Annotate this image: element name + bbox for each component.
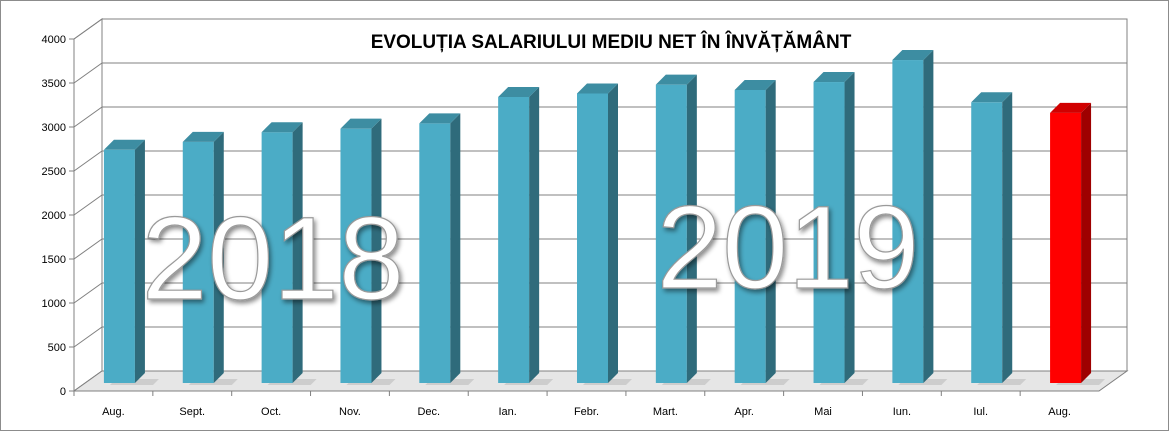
bar-top [892,50,934,61]
gridline [73,62,1127,84]
gridline [73,238,1127,260]
annotation-2018: 2018 [142,193,405,325]
bar-side [765,79,776,384]
bar-side [134,139,145,383]
bar-side [686,74,697,384]
bar-top [813,72,855,83]
bar-front [1050,112,1082,383]
y-tick-label: 2000 [42,210,66,222]
bar-front [261,132,293,383]
bar-top [182,131,224,142]
bar [971,92,1027,385]
x-tick-label: Iun. [893,406,911,418]
y-axis-ticks: 0 500 1000 1500 2000 2500 3000 3500 4000 [42,34,75,398]
bar-front [892,60,924,383]
bar-side [923,50,934,383]
y-tick-label: 3500 [42,78,66,90]
bar-side [450,113,461,384]
bar-front [340,128,372,383]
bars [103,50,1106,385]
x-tick-label: Aug. [102,406,125,418]
bar [892,50,948,385]
y-tick-label: 3000 [42,122,66,134]
x-tick-label: Mart. [653,406,678,418]
bar [261,122,317,385]
bar-top [734,79,776,90]
y-tick-label: 4000 [42,34,66,46]
bar-side [292,122,303,383]
bar [577,83,632,385]
x-tick-label: Febr. [574,406,599,418]
bar-top [498,87,540,97]
bar-front [971,102,1003,383]
gridline [73,326,1127,348]
bar-top [577,83,618,94]
bar-front [182,141,214,383]
bar-top [655,74,697,85]
gridline [73,194,1127,216]
annotation-2019: 2019 [657,182,920,314]
gridline [73,18,1127,40]
bar [419,113,475,385]
gridline [73,282,1127,304]
x-tick-label: Iul. [973,406,988,418]
bar [182,131,238,385]
bar-top [340,118,382,129]
bar-side [371,118,382,384]
bar-front [103,149,135,383]
bar-front [498,97,530,383]
y-tick-label: 1000 [42,298,66,310]
x-tick-label: Oct. [261,406,281,418]
bar-top [261,122,303,133]
bar [1050,102,1106,385]
x-tick-label: Sept. [179,406,205,418]
bar-side [1081,102,1092,383]
x-tick-label: Aug. [1048,406,1071,418]
bar [655,74,711,385]
x-tick-label: Ian. [498,406,516,418]
bar-front [734,89,766,384]
bar [813,72,869,385]
gridline [73,106,1127,128]
x-tick-label: Apr. [734,406,754,418]
bar-side [608,83,618,383]
bar [498,87,554,385]
bar-top [103,139,145,150]
bar-front [655,84,687,384]
bar-side [1002,92,1013,383]
bar-side [844,72,855,383]
bar-front [419,123,451,384]
gridline [73,150,1127,172]
x-tick-label: Dec. [417,406,440,418]
y-tick-label: 1500 [42,254,66,266]
bar [103,139,159,385]
x-tick-label: Mai [814,406,832,418]
bar-front [577,93,608,383]
chart-title: EVOLUȚIA SALARIULUI MEDIU NET ÎN ÎNVĂȚĂM… [371,31,852,53]
y-tick-label: 0 [60,386,66,398]
bar-top [971,92,1013,103]
bar-top [1050,102,1092,113]
bar-top [419,113,461,124]
y-tick-label: 2500 [42,166,66,178]
bar [734,79,790,385]
bar-side [529,87,540,383]
x-axis-ticks: Aug. Sept. Oct. Nov. Dec. Ian. Febr. Mart. Apr. M… [73,390,1099,418]
bar-side [213,131,224,383]
x-tick-label: Nov. [339,406,361,418]
y-tick-label: 500 [48,342,66,354]
bar-front [813,82,845,383]
bar [340,118,396,385]
